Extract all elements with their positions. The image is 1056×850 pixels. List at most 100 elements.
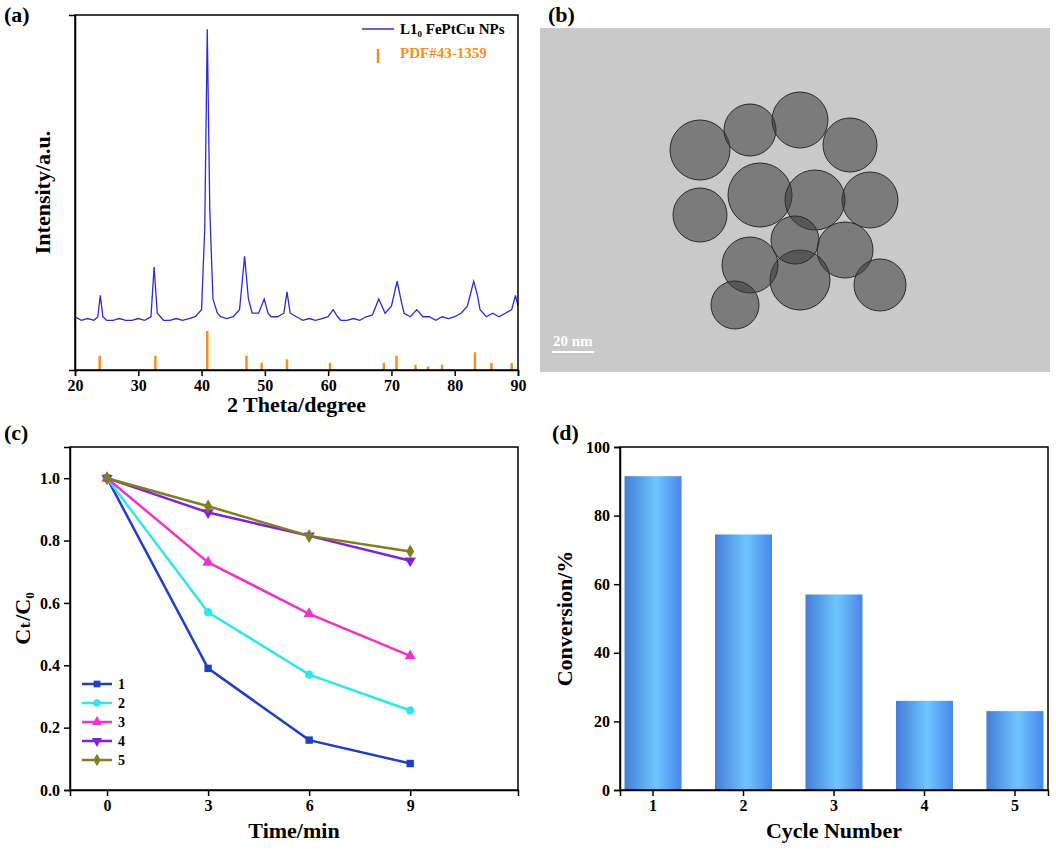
data-point — [406, 706, 414, 714]
reference-stick — [474, 352, 477, 370]
tick-label: 4 — [920, 797, 928, 814]
tick-label: 0.8 — [40, 532, 60, 549]
tick: 60 — [321, 370, 337, 394]
tick-label: 70 — [384, 377, 400, 394]
reference-stick — [154, 356, 157, 370]
text: Conversion/% — [552, 551, 577, 687]
legend: 12345 — [82, 677, 125, 768]
tick-mark — [518, 370, 520, 376]
panel-d: 12345020406080100Cycle NumberConversion/… — [552, 420, 1049, 843]
tick: 80 — [447, 370, 463, 394]
tick-label: 80 — [594, 507, 610, 524]
legend-marker — [92, 716, 102, 725]
tick: 40 — [594, 644, 620, 661]
x-axis: 0 3 6 9 — [71, 790, 519, 814]
panel-a: 20304050607080902 Theta/degreeIntensity/… — [4, 2, 527, 417]
particle — [670, 120, 730, 180]
legend-marker — [94, 681, 101, 688]
y-axis: 020406080100 — [586, 439, 621, 799]
tick: 90 — [511, 370, 527, 394]
tick-label: 40 — [594, 644, 610, 661]
tick-mark — [614, 790, 620, 792]
tick-label: 60 — [594, 576, 610, 593]
data-line — [107, 478, 410, 561]
tick-mark — [614, 584, 620, 586]
tick-label: 9 — [407, 797, 415, 814]
tick: 60 — [594, 576, 620, 593]
tick-label: 90 — [511, 377, 527, 394]
data-point — [305, 529, 313, 543]
x-axis: 12345 — [621, 790, 1049, 814]
tick-mark — [64, 665, 70, 667]
tick: 1 — [649, 790, 657, 814]
bar — [896, 701, 953, 790]
tick: 80 — [594, 507, 620, 524]
tick: 3 — [205, 790, 213, 814]
text: Intensity/a.u. — [30, 131, 55, 254]
tick: 100 — [586, 439, 620, 456]
reference-stick — [510, 363, 513, 370]
tick: 6 — [306, 790, 314, 814]
data-point — [407, 760, 414, 767]
tick-mark — [64, 540, 70, 542]
tick: 0 — [602, 782, 620, 799]
tick: 0.0 — [40, 782, 70, 799]
tick-mark — [833, 790, 835, 796]
tick-mark — [391, 370, 393, 376]
tick-mark — [107, 790, 109, 796]
tick-mark — [138, 370, 140, 376]
tick: 2 — [740, 790, 748, 814]
particle — [771, 216, 819, 264]
tick-mark — [201, 370, 203, 376]
text: (d) — [552, 420, 579, 445]
plot-area — [75, 29, 518, 370]
tick-label: 40 — [194, 377, 210, 394]
data-point — [202, 556, 213, 566]
particle — [711, 281, 759, 329]
tick-mark — [652, 790, 654, 796]
particle — [724, 104, 776, 156]
plot-frame — [75, 15, 518, 370]
plot-area — [101, 471, 415, 767]
tick-mark — [64, 478, 70, 480]
particle — [842, 172, 898, 228]
panel-c: 03690.00.20.40.60.81.0Time/minCₜ/C₀(c)12… — [4, 420, 519, 843]
text: Cₜ/C₀ — [10, 592, 35, 645]
legend-label: 2 — [118, 696, 125, 711]
tick-mark — [1014, 790, 1016, 796]
bar — [625, 476, 682, 790]
legend-label: PDF#43-1359 — [400, 45, 487, 61]
data-point — [204, 499, 212, 513]
tick-mark — [614, 721, 620, 723]
data-point — [304, 607, 315, 617]
tick: 0.4 — [40, 657, 70, 674]
tick-label: 0.2 — [40, 719, 60, 736]
reference-stick — [206, 331, 209, 370]
data-point — [204, 665, 211, 672]
data-point — [204, 608, 212, 616]
reference-stick — [490, 363, 493, 370]
axis-line — [621, 791, 1049, 797]
tick-label: 30 — [131, 377, 147, 394]
text: (c) — [4, 420, 28, 445]
tick-label: 6 — [306, 797, 314, 814]
axis-line — [76, 371, 519, 377]
text: (a) — [4, 2, 30, 27]
bar — [805, 594, 862, 790]
tick: 1.0 — [40, 470, 70, 487]
tick-label: 0.6 — [40, 595, 60, 612]
tick-label: 0.0 — [40, 782, 60, 799]
tick: 0.2 — [40, 719, 70, 736]
tick: 0 — [104, 790, 112, 814]
y-axis: 0.0 0.2 0.4 0.6 0.8 1.0 — [40, 448, 71, 799]
tick-mark — [64, 603, 70, 605]
legend-marker — [92, 738, 102, 747]
tick-mark — [454, 370, 456, 376]
data-line — [107, 478, 410, 763]
data-point — [405, 558, 416, 568]
tick-label: 0 — [602, 782, 610, 799]
tick-mark — [614, 447, 620, 449]
data-line — [107, 478, 410, 656]
scale-bar — [552, 351, 594, 353]
data-point — [103, 471, 111, 485]
